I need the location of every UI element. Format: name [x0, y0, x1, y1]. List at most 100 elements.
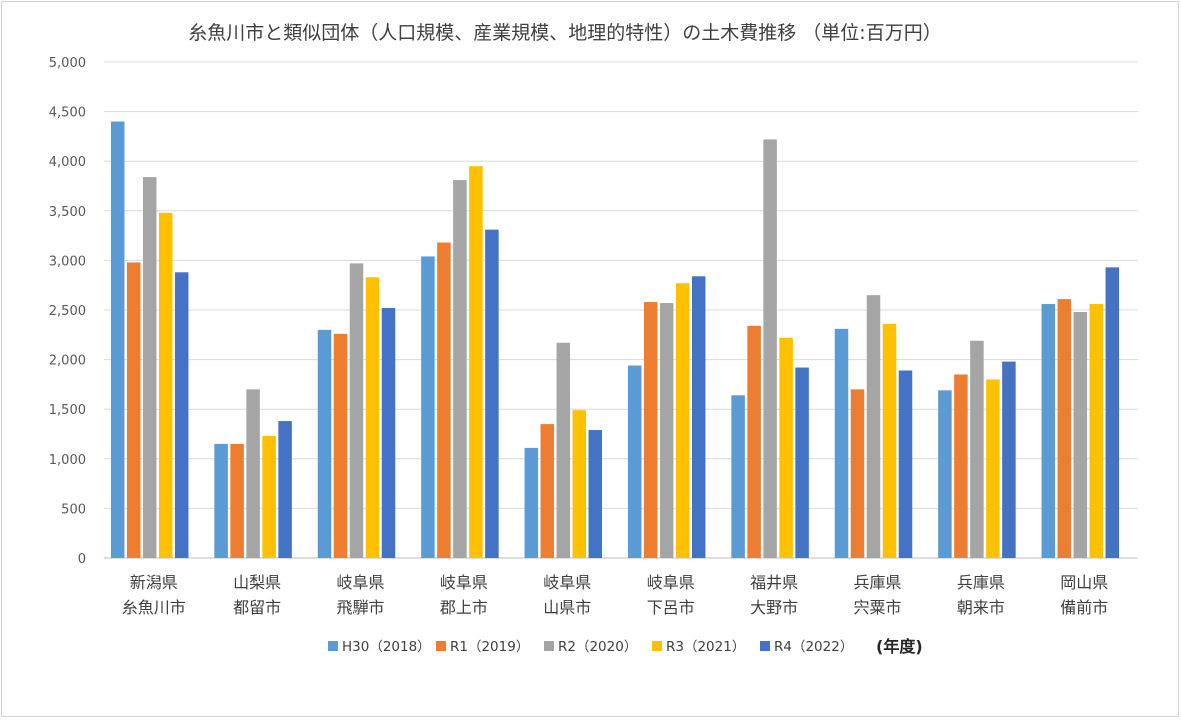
bar	[556, 342, 571, 558]
x-tick-label: 新潟県	[130, 573, 178, 592]
bar	[747, 325, 761, 558]
bar	[437, 242, 451, 558]
x-tick-label: 岐阜県	[336, 573, 384, 592]
bar	[158, 212, 173, 558]
y-axis: 0 500 1,000 1,500 2,000 2,500 3,000 3,500 4,000 4…	[49, 56, 86, 567]
bar	[866, 295, 881, 558]
bar	[588, 430, 603, 558]
x-tick-label: 山県市	[543, 598, 591, 617]
y-tick-label: 0	[78, 552, 86, 567]
bar	[572, 410, 587, 558]
bar	[834, 328, 849, 558]
legend-label: R2（2020）	[558, 639, 637, 655]
x-tick-label: 山梨県	[233, 573, 281, 592]
x-tick-label: 糸魚川市	[122, 598, 186, 617]
y-tick-label: 1,500	[49, 403, 86, 418]
x-tick-label: 岐阜県	[647, 573, 695, 592]
bar	[1089, 304, 1104, 558]
x-tick-label: 兵庫県	[957, 573, 1005, 592]
x-tick-label: 備前市	[1060, 598, 1108, 617]
x-tick-label: 岡山県	[1060, 573, 1108, 592]
legend-unit-label: (年度)	[876, 637, 923, 656]
chart-title: 糸魚川市と類似団体（人口規模、産業規模、地理的特性）の土木費推移 （単位:百万円…	[188, 22, 942, 44]
bar	[1002, 361, 1016, 558]
bar	[142, 177, 157, 558]
bar	[524, 447, 539, 558]
y-tick-label: 1,000	[49, 453, 86, 468]
bar	[898, 370, 913, 558]
x-tick-label: 朝来市	[957, 598, 1005, 617]
legend-swatch	[760, 641, 770, 651]
bar	[954, 374, 968, 558]
x-tick-label: 郡上市	[440, 598, 488, 617]
legend-label: R4（2022）	[774, 639, 853, 655]
x-tick-label: 大野市	[750, 598, 798, 617]
bars	[110, 121, 1120, 559]
y-tick-label: 2,000	[49, 354, 86, 369]
legend: H30（2018） R1（2019） R2（2020） R3（2021） R4（2022…	[328, 637, 923, 656]
bar	[246, 389, 260, 558]
x-tick-label: 福井県	[750, 573, 798, 592]
bar	[174, 272, 189, 558]
bar	[643, 302, 658, 558]
bar	[126, 262, 141, 558]
bar	[938, 390, 952, 558]
x-tick-label: 宍粟市	[853, 598, 901, 617]
y-tick-label: 2,500	[49, 304, 86, 319]
y-tick-label: 5,000	[49, 56, 86, 71]
x-tick-label: 下呂市	[647, 598, 695, 617]
legend-label: H30（2018）	[342, 639, 431, 655]
x-tick-label: 飛騨市	[336, 598, 384, 617]
bar	[381, 308, 396, 558]
bar	[278, 421, 292, 558]
bar	[485, 229, 499, 558]
y-tick-label: 500	[61, 502, 86, 517]
bar	[882, 323, 897, 558]
bar	[691, 276, 706, 558]
legend-swatch	[544, 641, 554, 651]
bar	[675, 283, 690, 558]
bar	[1057, 299, 1072, 558]
bar	[262, 435, 276, 558]
bar	[763, 139, 777, 558]
bar	[986, 379, 1000, 558]
bar	[230, 443, 244, 558]
y-tick-label: 3,000	[49, 254, 86, 269]
legend-label: R1（2019）	[450, 639, 529, 655]
bar	[731, 395, 745, 558]
bar	[627, 365, 642, 558]
x-tick-label: 兵庫県	[853, 573, 901, 592]
gridlines	[104, 61, 1138, 559]
bar	[110, 121, 125, 559]
bar	[779, 337, 793, 558]
bar	[970, 340, 984, 558]
bar	[421, 256, 435, 558]
bar	[540, 424, 555, 558]
legend-swatch	[652, 641, 662, 651]
bar	[659, 303, 674, 558]
bar	[317, 329, 332, 558]
legend-swatch	[436, 641, 446, 651]
legend-label: R3（2021）	[666, 639, 745, 655]
bar	[795, 367, 809, 558]
bar	[469, 166, 483, 558]
bar	[365, 277, 380, 558]
x-tick-label: 岐阜県	[543, 573, 591, 592]
bar	[333, 333, 348, 558]
bar	[453, 180, 467, 558]
y-tick-label: 4,000	[49, 155, 86, 170]
x-tick-label: 都留市	[233, 598, 281, 617]
bar	[214, 443, 228, 558]
y-tick-label: 3,500	[49, 205, 86, 220]
bar	[850, 389, 865, 558]
bar	[1105, 267, 1120, 558]
bar	[349, 263, 364, 558]
bar	[1073, 311, 1088, 558]
bar	[1041, 304, 1056, 558]
legend-swatch	[328, 641, 338, 651]
x-tick-label: 岐阜県	[440, 573, 488, 592]
y-tick-label: 4,500	[49, 106, 86, 121]
